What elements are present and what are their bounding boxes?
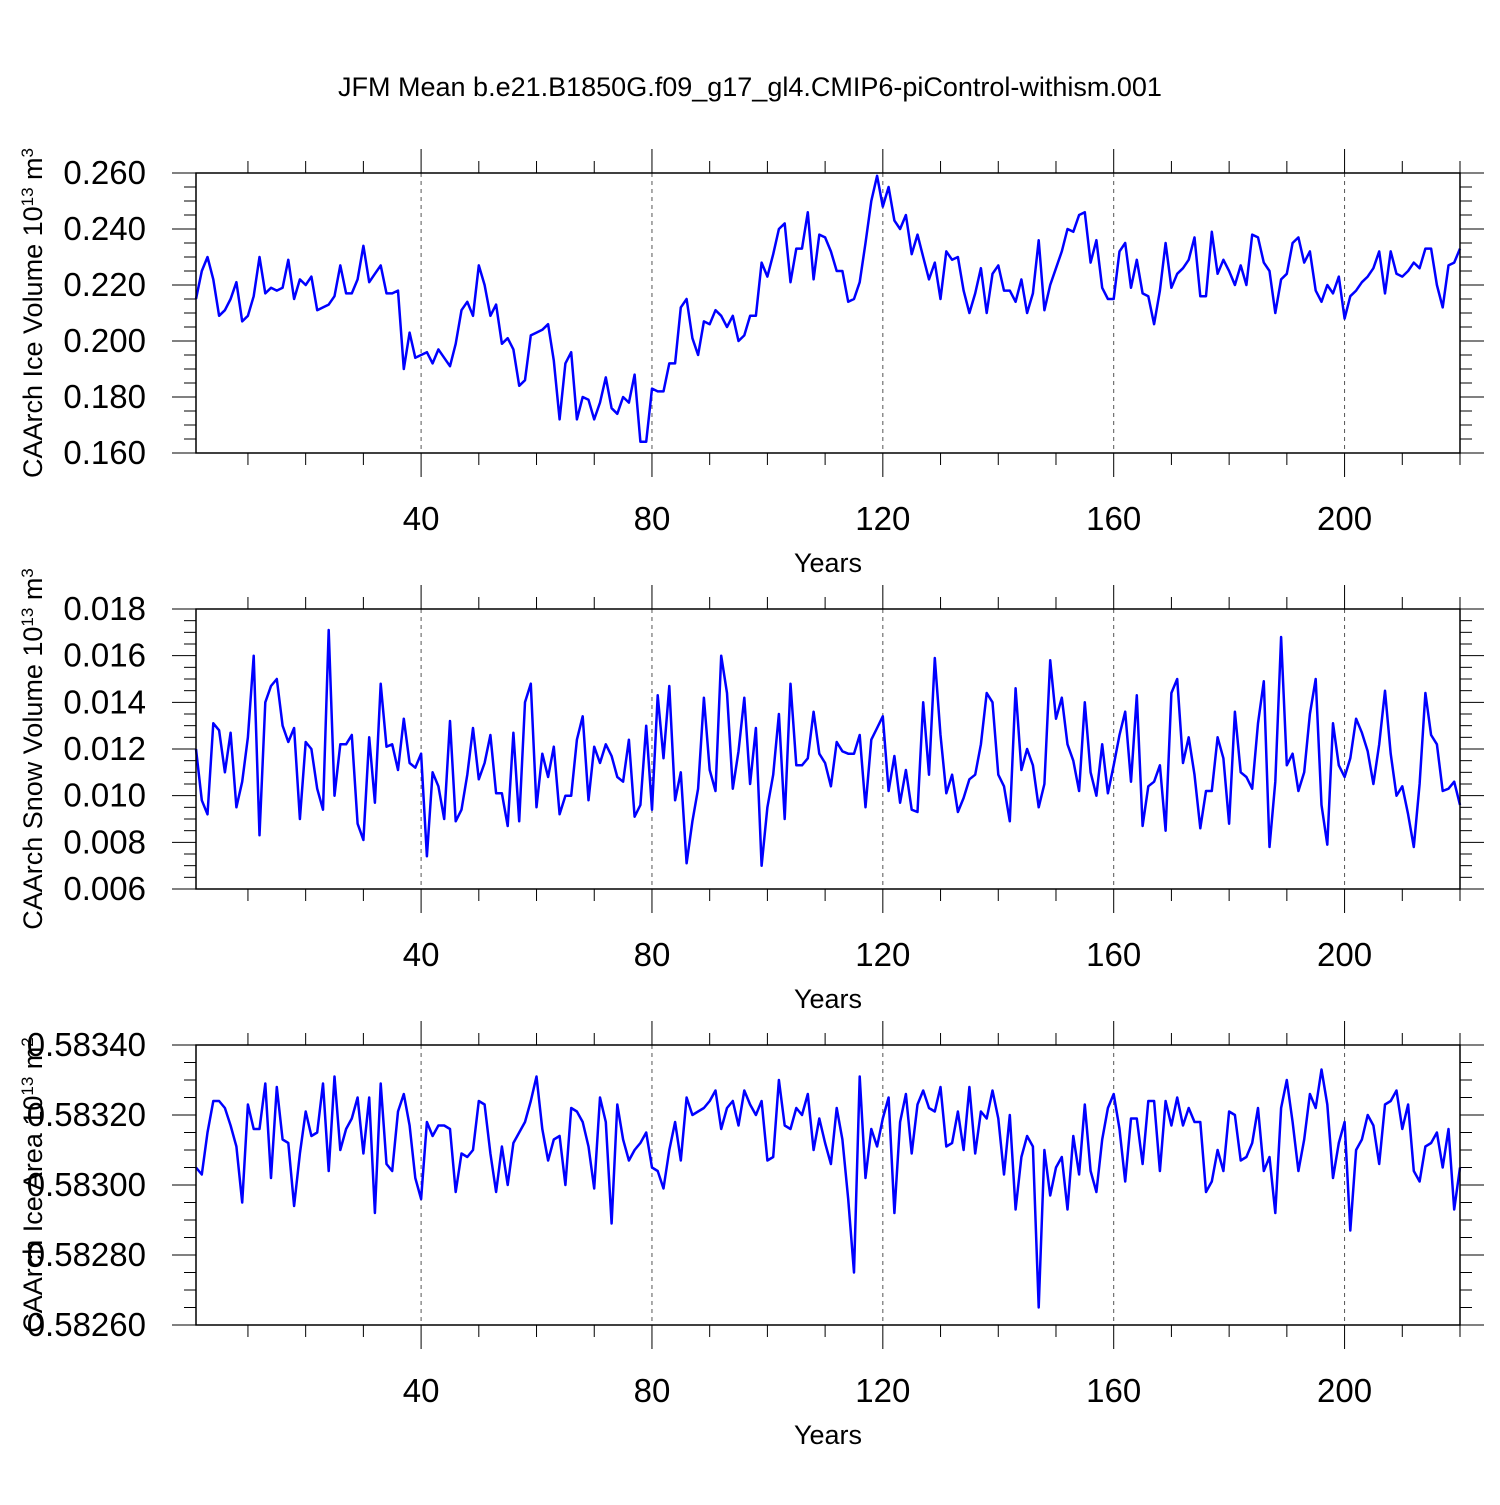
y-axis-label-superscript: 3 (18, 568, 37, 577)
y-axis-label-part: CAArch Ice Area 10 (18, 1096, 48, 1333)
y-tick-label: 0.008 (63, 823, 146, 860)
x-tick-label: 40 (403, 1372, 440, 1409)
y-axis-label-part: CAArch Ice Volume 10 (18, 206, 48, 478)
x-axis-label: Years (794, 1420, 862, 1450)
y-axis-label: CAArch Ice Volume 1013 m3 (18, 148, 49, 478)
y-axis-label-part: m (18, 1047, 48, 1077)
plot-frame (195, 1044, 1461, 1326)
y-tick-label: 0.200 (63, 322, 146, 359)
y-tick-label: 0.012 (63, 730, 146, 767)
y-axis-label-part: m (18, 578, 48, 608)
x-tick-label: 120 (855, 500, 910, 537)
y-axis-label-superscript: 13 (18, 608, 37, 627)
y-tick-label: 0.58280 (27, 1236, 146, 1273)
y-tick-label: 0.220 (63, 266, 146, 303)
y-axis-label-superscript: 3 (18, 148, 37, 157)
x-tick-label: 200 (1317, 936, 1372, 973)
panel-1: 0.160 0.180 0.200 0.220 0.240 0.260 40 80 120 160… (18, 148, 1484, 578)
panel-3: 0.58260 0.58280 0.58300 0.58320 0.58340 40 80 1… (18, 1021, 1484, 1450)
y-tick-label: 0.180 (63, 378, 146, 415)
panel-2: 0.006 0.008 0.010 0.012 0.014 0.016 0.018 40 80 1… (18, 568, 1484, 1014)
series-line (194, 174, 1462, 444)
y-tick-label: 0.260 (63, 154, 146, 191)
x-tick-label: 160 (1086, 936, 1141, 973)
y-axis-label: CAArch Ice Area 1013 m2 (18, 1037, 49, 1333)
figure-title: JFM Mean b.e21.B1850G.f09_g17_gl4.CMIP6-… (338, 72, 1162, 102)
x-tick-label: 80 (634, 1372, 671, 1409)
x-tick-label: 40 (403, 936, 440, 973)
series-line (194, 628, 1462, 867)
y-tick-label: 0.58260 (27, 1306, 146, 1343)
y-axis-label-superscript: 2 (18, 1037, 37, 1046)
x-axis-label: Years (794, 984, 862, 1014)
plot-frame (195, 172, 1461, 454)
y-tick-label: 0.018 (63, 590, 146, 627)
y-axis-label-superscript: 13 (18, 1077, 37, 1096)
y-tick-label: 0.010 (63, 777, 146, 814)
x-tick-label: 200 (1317, 1372, 1372, 1409)
series-line (195, 1068, 1462, 1309)
x-tick-label: 200 (1317, 500, 1372, 537)
x-tick-label: 40 (403, 500, 440, 537)
y-axis-label: CAArch Snow Volume 1013 m3 (18, 568, 49, 930)
plot-frame (195, 608, 1461, 890)
y-axis-label-part: CAArch Snow Volume 10 (18, 627, 48, 930)
y-tick-label: 0.016 (63, 637, 146, 674)
y-tick-label: 0.160 (63, 434, 146, 471)
y-tick-label: 0.240 (63, 210, 146, 247)
x-tick-label: 120 (855, 1372, 910, 1409)
x-axis-label: Years (794, 548, 862, 578)
y-tick-label: 0.006 (63, 870, 146, 907)
x-tick-label: 80 (634, 936, 671, 973)
y-tick-label: 0.014 (63, 683, 146, 720)
y-tick-label: 0.58340 (27, 1026, 146, 1063)
x-tick-label: 120 (855, 936, 910, 973)
y-tick-label: 0.58320 (27, 1096, 146, 1133)
x-tick-label: 80 (634, 500, 671, 537)
y-axis-label-part: m (18, 157, 48, 187)
y-axis-label-superscript: 13 (18, 187, 37, 206)
x-tick-label: 160 (1086, 1372, 1141, 1409)
y-tick-label: 0.58300 (27, 1166, 146, 1203)
x-tick-label: 160 (1086, 500, 1141, 537)
